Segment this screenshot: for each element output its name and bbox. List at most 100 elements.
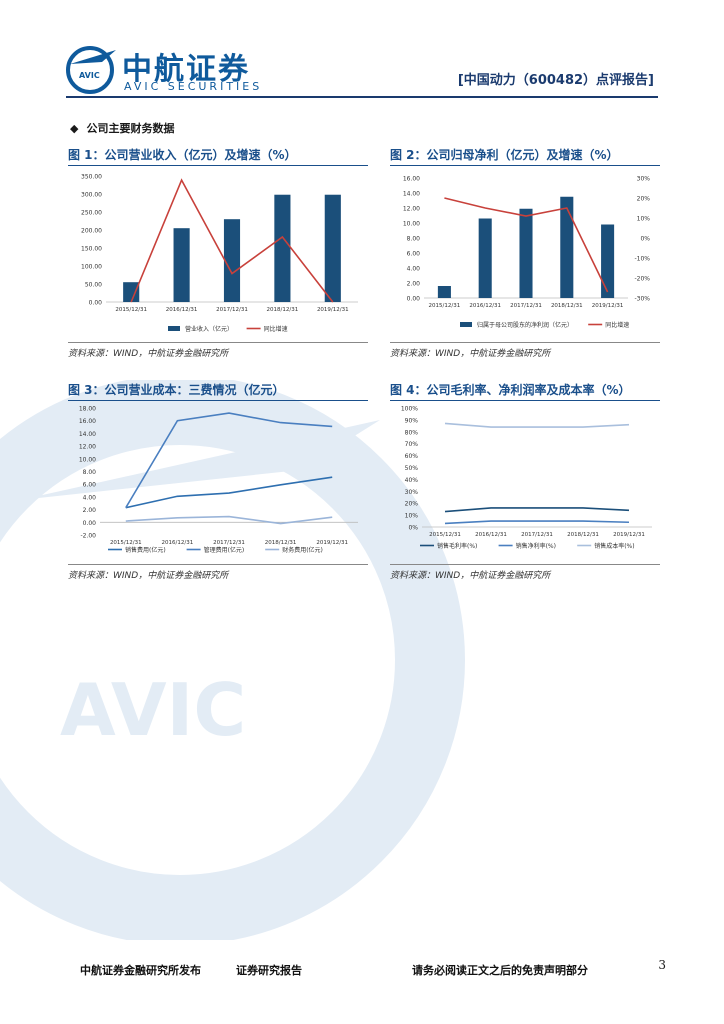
watermark-text: AVIC [60,668,246,752]
fig1-x-tick-label: 2017/12/31 [216,307,248,313]
fig4-y-tick-label: 70% [405,441,419,448]
fig2-y-tick-label: 14.00 [403,191,420,198]
fig2-bar [560,196,574,298]
fig2-y2-tick-label: 10% [637,216,651,223]
fig4-x-tick-label: 2018/12/31 [567,532,599,538]
avic-logo-icon: AVIC [66,46,116,94]
fig4-series-line-3 [444,422,630,428]
fig3-series-line-1 [125,476,333,509]
fig3-x-tick-label: 2016/12/31 [162,540,194,546]
fig3-legend-label: 财务费用(亿元) [282,546,323,554]
logo-mark-text: AVIC [79,71,100,80]
fig4-y-tick-label: 80% [405,429,419,436]
fig4-y-tick-label: 30% [405,489,419,496]
fig4-x-tick-label: 2016/12/31 [475,532,507,538]
footer-publisher: 中航证券金融研究所发布 [80,964,201,977]
fig1-legend-label: 营业收入（亿元） [185,325,233,333]
fig4-series-line-2 [444,520,630,525]
fig2-chart: 0.00 2.00 4.00 6.00 8.00 10.00 12.00 14.00 16.00… [403,176,651,330]
fig3-source: 资料来源：WIND，中航证券金融研究所 [68,571,229,581]
fig4-title: 图 4：公司毛利率、净利润率及成本率（%） [390,383,631,397]
fig1-y-tick-label: 150.00 [81,246,102,253]
fig2-y-tick-label: 0.00 [407,296,421,303]
fig3-y-tick-label: 0.00 [83,520,97,527]
fig3-y-tick-label: 2.00 [83,507,97,514]
fig1-bar [123,282,140,302]
fig1-bar [274,194,291,302]
fig1-y-tick-label: 300.00 [81,192,102,199]
section-title: ◆ 公司主要财务数据 [70,120,174,136]
fig4-y-tick-label: 60% [405,453,419,460]
fig4-x-tick-label: 2017/12/31 [521,532,553,538]
fig3-legend-label: 管理费用(亿元) [204,546,245,554]
fig3-y-tick-label: 4.00 [83,494,97,501]
fig1-y-tick-label: 50.00 [85,282,102,289]
page-number: 3 [658,958,666,972]
fig1-y-tick-label: 200.00 [81,228,102,235]
fig4-rule [390,400,660,401]
avic-watermark: AVIC [0,380,465,940]
fig2-rule [390,165,660,166]
fig3-y-tick-label: 8.00 [83,469,97,476]
fig4-legend-label: 销售净利率(%) [516,542,556,550]
fig4-chart: 0% 10% 20% 30% 40% 50% 60% 70% 80% 90% 100% 2015/12… [401,406,652,550]
fig1-x-tick-label: 2015/12/31 [115,307,147,313]
fig3-y-tick-label: 10.00 [79,456,96,463]
fig3-x-tick-label: 2018/12/31 [265,540,297,546]
fig1-chart: 0.00 50.00 100.00 150.00 200.00 250.00 300.00 3… [81,174,358,333]
fig2-x-tick-label: 2017/12/31 [510,303,542,309]
fig4-y-tick-label: 10% [405,513,419,520]
fig2-y-tick-label: 16.00 [403,176,420,183]
fig2-y2-tick-label: 0% [640,236,650,243]
brand-name: 中航证券 [122,52,250,87]
footer-report-type: 证券研究报告 [236,964,302,977]
fig3-y-tick-label: 18.00 [79,406,96,413]
fig1-x-tick-label: 2018/12/31 [267,307,299,313]
fig2-title: 图 2：公司归母净利（亿元）及增速（%） [390,148,619,162]
fig4-x-tick-label: 2015/12/31 [429,532,461,538]
fig4-y-tick-label: 50% [405,465,419,472]
fig4-series-line-1 [444,507,630,513]
fig2-y-tick-label: 4.00 [407,266,421,273]
fig3-y-tick-label: 14.00 [79,431,96,438]
fig3-source-rule [68,564,368,565]
fig2-bar [437,286,451,298]
fig2-y-tick-label: 2.00 [407,281,421,288]
fig4-y-tick-label: 0% [408,525,418,532]
fig3-y-tick-label: 6.00 [83,482,97,489]
fig2-bar [478,218,492,298]
fig2-legend-label: 归属于母公司股东的净利润（亿元） [477,321,573,329]
fig1-bar [223,219,241,302]
fig2-y2-tick-label: 30% [637,176,651,183]
fig1-bar [324,194,341,302]
fig2-bar [601,224,615,298]
fig2-y-tick-label: 12.00 [403,206,420,213]
fig1-y-tick-label: 250.00 [81,210,102,217]
fig1-legend-swatch [168,326,180,331]
fig3-x-tick-label: 2015/12/31 [110,540,142,546]
fig2-legend-swatch [460,322,472,327]
report-tag: [中国动力（600482）点评报告] [457,73,654,88]
fig4-source-rule [390,564,660,565]
fig3-legend-label: 销售费用(亿元) [125,546,166,554]
fig1-rule [68,165,368,166]
fig2-x-tick-label: 2018/12/31 [551,303,583,309]
fig2-legend-label: 同比增速 [605,321,629,329]
fig2-y2-tick-label: -30% [634,296,650,303]
fig2-y2-tick-label: -10% [634,256,650,263]
fig2-source-rule [390,342,660,343]
fig3-y-tick-label: 12.00 [79,444,96,451]
fig4-x-tick-label: 2019/12/31 [613,532,645,538]
fig1-title: 图 1：公司营业收入（亿元）及增速（%） [68,148,297,162]
fig2-y2-tick-label: 20% [637,196,651,203]
fig4-legend-label: 销售毛利率(%) [437,542,477,550]
fig3-x-tick-label: 2017/12/31 [213,540,245,546]
fig2-bar [519,208,533,298]
fig3-title: 图 3：公司营业成本：三费情况（亿元） [68,383,285,397]
fig3-y-tick-label: 16.00 [79,418,96,425]
fig1-bar [173,228,190,302]
fig2-y-tick-label: 8.00 [407,236,421,243]
fig2-y2-tick-label: -20% [634,276,650,283]
fig1-y-tick-label: 0.00 [89,300,103,307]
fig4-legend-label: 销售成本率(%) [594,542,634,550]
